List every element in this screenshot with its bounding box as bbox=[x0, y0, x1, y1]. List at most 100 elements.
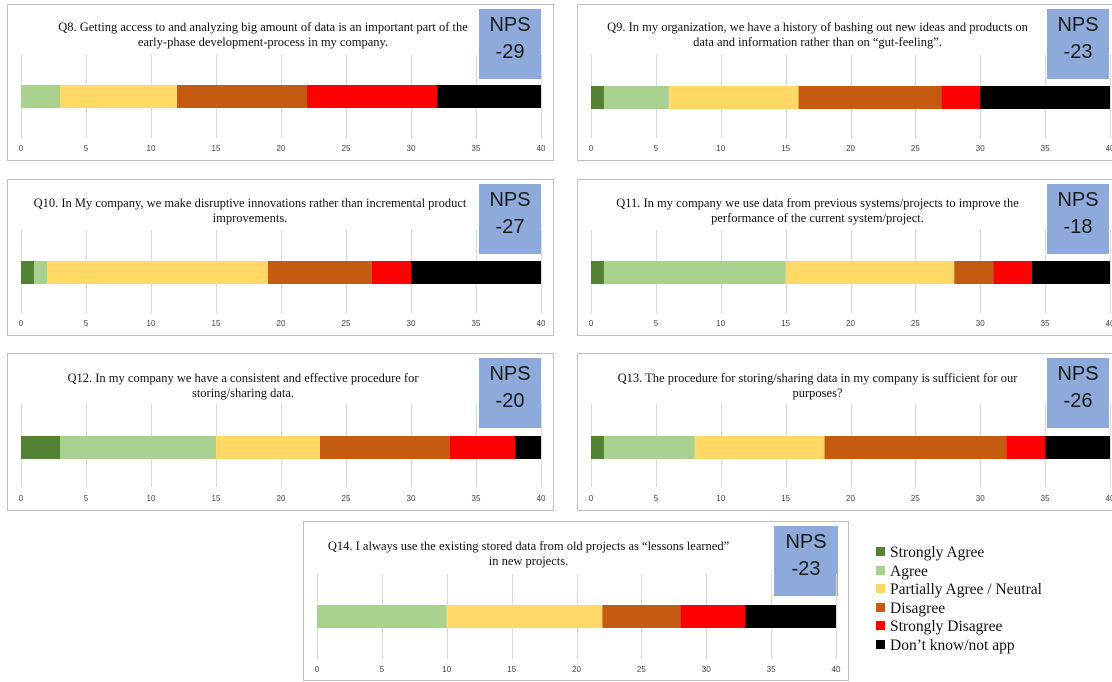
tick-label: 0 bbox=[19, 319, 24, 328]
bar-segment-strongly-disagree bbox=[993, 261, 1032, 284]
tick-label: 35 bbox=[472, 144, 481, 153]
chart-panel-q14: Q14. I always use the existing stored da… bbox=[303, 521, 849, 681]
tick-label: 40 bbox=[537, 319, 546, 328]
tick-label: 30 bbox=[407, 494, 416, 503]
bar-segment-dont-know bbox=[515, 436, 541, 459]
legend-item-strongly-disagree: Strongly Disagree bbox=[876, 618, 1042, 637]
legend-swatch bbox=[876, 603, 885, 612]
tick-label: 10 bbox=[147, 319, 156, 328]
tick-label: 10 bbox=[716, 494, 725, 503]
bar-segment-partially-agree bbox=[669, 86, 799, 109]
legend-item-agree: Agree bbox=[876, 563, 1042, 582]
bar-segment-dont-know bbox=[411, 261, 541, 284]
bar-segment-strongly-disagree bbox=[941, 86, 980, 109]
bar-segment-strongly-disagree bbox=[307, 85, 437, 108]
tick-label: 0 bbox=[315, 665, 320, 674]
tick-label: 20 bbox=[846, 319, 855, 328]
tick-label: 15 bbox=[781, 144, 790, 153]
bar-chart-q14: 0510152025303540 bbox=[304, 522, 850, 682]
bar-segment-disagree bbox=[268, 261, 372, 284]
bar-segment-strongly-agree bbox=[591, 436, 604, 459]
bar-segment-agree bbox=[604, 261, 786, 284]
tick-label: 20 bbox=[277, 144, 286, 153]
bar-segment-disagree bbox=[320, 436, 450, 459]
tick-label: 35 bbox=[1041, 144, 1050, 153]
tick-label: 20 bbox=[277, 494, 286, 503]
tick-label: 15 bbox=[212, 319, 221, 328]
tick-label: 0 bbox=[19, 494, 24, 503]
bar-chart-q12: 0510152025303540 bbox=[8, 354, 555, 512]
bar-segment-agree bbox=[21, 85, 60, 108]
legend-label: Partially Agree / Neutral bbox=[890, 581, 1042, 598]
bar-segment-disagree bbox=[825, 436, 1007, 459]
tick-label: 35 bbox=[1041, 494, 1050, 503]
tick-label: 0 bbox=[19, 144, 24, 153]
chart-panel-q10: Q10. In My company, we make disruptive i… bbox=[7, 179, 554, 336]
tick-label: 30 bbox=[976, 319, 985, 328]
tick-label: 5 bbox=[654, 144, 659, 153]
bar-segment-agree bbox=[604, 436, 695, 459]
chart-panel-q9: Q9. In my organization, we have a histor… bbox=[577, 4, 1112, 161]
bar-segment-partially-agree bbox=[695, 436, 825, 459]
tick-label: 35 bbox=[767, 665, 776, 674]
legend: Strongly Agree Agree Partially Agree / N… bbox=[876, 544, 1042, 656]
tick-label: 5 bbox=[84, 319, 89, 328]
tick-label: 0 bbox=[589, 494, 594, 503]
tick-label: 40 bbox=[1106, 494, 1112, 503]
tick-label: 30 bbox=[407, 319, 416, 328]
legend-label: Don’t know/not app bbox=[890, 637, 1015, 654]
chart-panel-q11: Q11. In my company we use data from prev… bbox=[577, 179, 1112, 336]
tick-label: 10 bbox=[716, 319, 725, 328]
tick-label: 15 bbox=[212, 144, 221, 153]
tick-label: 0 bbox=[589, 144, 594, 153]
tick-label: 10 bbox=[147, 144, 156, 153]
tick-label: 25 bbox=[911, 144, 920, 153]
tick-label: 20 bbox=[572, 665, 581, 674]
tick-label: 5 bbox=[654, 319, 659, 328]
bar-segment-partially-agree bbox=[447, 605, 603, 628]
legend-item-dont-know: Don’t know/not app bbox=[876, 637, 1042, 656]
bar-chart-q13: 0510152025303540 bbox=[578, 354, 1112, 512]
legend-label: Disagree bbox=[890, 600, 945, 617]
bar-chart-q9: 0 5 10 15 20 25 30 35 40 bbox=[578, 5, 1112, 162]
legend-label: Agree bbox=[890, 563, 928, 580]
tick-label: 30 bbox=[976, 144, 985, 153]
tick-label: 15 bbox=[781, 319, 790, 328]
tick-label: 15 bbox=[212, 494, 221, 503]
legend-label: Strongly Disagree bbox=[890, 618, 1002, 635]
tick-label: 20 bbox=[846, 144, 855, 153]
legend-swatch bbox=[876, 584, 885, 593]
tick-label: 20 bbox=[277, 319, 286, 328]
bar-segment-dont-know bbox=[1032, 261, 1110, 284]
bar-chart-q11: 0510152025303540 bbox=[578, 180, 1112, 337]
tick-label: 25 bbox=[342, 144, 351, 153]
bar-segment-dont-know bbox=[1045, 436, 1110, 459]
legend-label: Strongly Agree bbox=[890, 544, 984, 561]
tick-label: 25 bbox=[342, 494, 351, 503]
tick-label: 40 bbox=[1106, 144, 1112, 153]
tick-label: 5 bbox=[654, 494, 659, 503]
bar-segment-strongly-disagree bbox=[450, 436, 515, 459]
bar-segment-strongly-agree bbox=[591, 261, 604, 284]
tick-label: 40 bbox=[537, 494, 546, 503]
bar-segment-partially-agree bbox=[47, 261, 268, 284]
bar-segment-strongly-disagree bbox=[1006, 436, 1045, 459]
bar-segment-strongly-agree bbox=[21, 436, 60, 459]
tick-label: 10 bbox=[442, 665, 451, 674]
bar-segment-agree bbox=[604, 86, 669, 109]
legend-item-strongly-agree: Strongly Agree bbox=[876, 544, 1042, 563]
tick-label: 5 bbox=[84, 494, 89, 503]
tick-label: 25 bbox=[637, 665, 646, 674]
bar-segment-strongly-agree bbox=[21, 261, 34, 284]
bar-segment-strongly-agree bbox=[591, 86, 604, 109]
chart-panel-q13: Q13. The procedure for storing/sharing d… bbox=[577, 353, 1112, 511]
chart-panel-q12: Q12. In my company we have a consistent … bbox=[7, 353, 554, 511]
tick-label: 10 bbox=[147, 494, 156, 503]
tick-label: 15 bbox=[507, 665, 516, 674]
tick-label: 5 bbox=[84, 144, 89, 153]
legend-swatch bbox=[876, 621, 885, 630]
legend-item-partially-agree: Partially Agree / Neutral bbox=[876, 581, 1042, 600]
bar-segment-partially-agree bbox=[216, 436, 320, 459]
tick-label: 10 bbox=[716, 144, 725, 153]
bar-segment-partially-agree bbox=[786, 261, 955, 284]
